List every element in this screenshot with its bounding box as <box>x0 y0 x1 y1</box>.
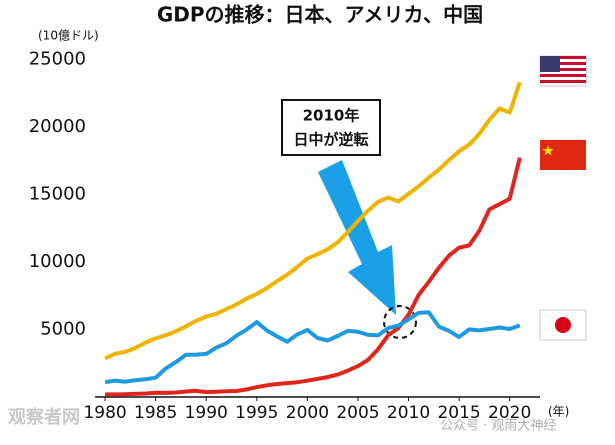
y-tick-label: 5000 <box>40 319 86 340</box>
x-tick-label: 1995 <box>235 403 278 423</box>
series-line <box>104 310 521 385</box>
x-tick-label: 2015 <box>437 403 480 423</box>
flag-us <box>539 55 587 87</box>
x-tick-label: 1980 <box>83 403 126 423</box>
flag-china <box>540 140 586 170</box>
annotation-line: 2010年 <box>303 107 360 125</box>
arrow <box>318 160 396 315</box>
annotation-line: 日中が逆転 <box>293 131 368 149</box>
x-tick-label: 2010 <box>387 403 430 423</box>
watermark: 公众号 · 观雨大神经 <box>440 419 556 434</box>
y-tick-label: 10000 <box>29 251 86 272</box>
y-unit: (10億ドル) <box>38 29 99 43</box>
y-tick-label: 15000 <box>29 184 86 205</box>
x-tick-label: 1985 <box>134 403 177 423</box>
watermark: 观察者网 <box>8 406 80 428</box>
annotation-box <box>281 99 381 156</box>
flag-japan <box>539 309 587 341</box>
y-tick-label: 25000 <box>29 49 86 70</box>
chart-title: GDPの推移：日本、アメリカ、中国 <box>157 3 483 27</box>
x-tick-label: 2020 <box>488 403 531 423</box>
crossover-circle <box>383 305 417 339</box>
plot: 5000 10000 15000 20000 25000 1980 1985 1990 1995… <box>29 49 540 423</box>
x-unit: (年) <box>548 405 569 419</box>
series-line <box>105 157 522 397</box>
y-tick-label: 20000 <box>29 116 86 137</box>
x-tick-label: 1990 <box>185 403 228 423</box>
x-tick-label: 2000 <box>286 403 329 423</box>
x-tick-label: 2005 <box>336 403 379 423</box>
series-line <box>104 81 522 361</box>
